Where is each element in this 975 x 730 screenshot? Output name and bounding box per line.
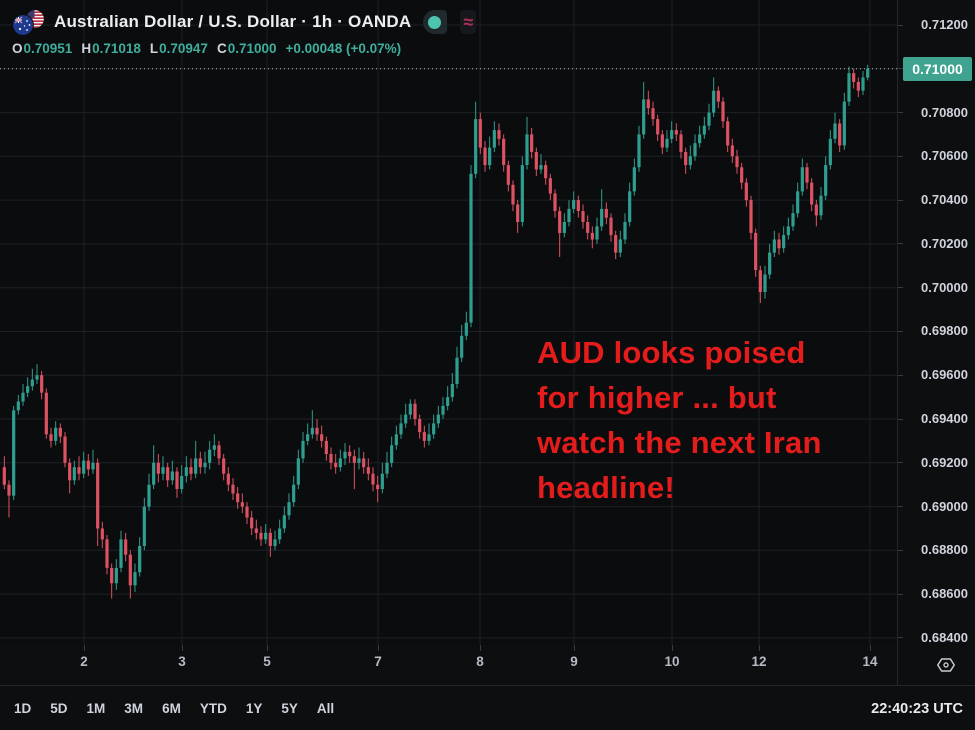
range-button-6m[interactable]: 6M [162, 701, 181, 716]
price-tick-mark [898, 24, 903, 26]
time-tick-label: 3 [178, 654, 186, 669]
time-tick-label: 10 [664, 654, 680, 669]
symbol-title[interactable]: Australian Dollar / U.S. Dollar · 1h · O… [54, 12, 412, 31]
price-tick-label: 0.70000 [921, 279, 968, 295]
time-tick-mark [759, 645, 760, 651]
range-button-1y[interactable]: 1Y [245, 701, 263, 716]
price-tick-mark [898, 637, 903, 639]
range-button-5d[interactable]: 5D [50, 701, 68, 716]
range-button-all[interactable]: All [316, 701, 335, 716]
price-tick-label: 0.70800 [921, 104, 968, 120]
time-tick-mark [182, 645, 183, 651]
price-tick-label: 0.69800 [921, 323, 968, 339]
price-tick-label: 0.71200 [921, 17, 968, 32]
time-tick-label: 12 [751, 654, 767, 669]
range-button-ytd[interactable]: YTD [199, 701, 227, 716]
close-label: C [216, 41, 227, 56]
high-value: 0.71018 [92, 41, 141, 56]
range-button-5y[interactable]: 5Y [281, 701, 298, 716]
price-tick-mark [898, 68, 903, 70]
price-tick-label: 0.69400 [921, 411, 968, 426]
chart-header: Australian Dollar / U.S. Dollar · 1h · O… [12, 8, 477, 56]
time-tick-label: 8 [476, 654, 484, 669]
utc-clock[interactable]: 22:40:23 UTC [871, 700, 963, 717]
instrument-flags-icon [12, 8, 46, 36]
time-tick-mark [378, 645, 379, 651]
low-label: L [149, 41, 159, 56]
time-tick-mark [870, 645, 871, 651]
price-tick-label: 0.68400 [921, 629, 968, 645]
price-tick-label: 0.68800 [921, 542, 968, 558]
price-tick-mark [898, 243, 903, 245]
approx-price-indicator[interactable]: ≈ [460, 10, 477, 34]
time-tick-label: 7 [374, 654, 382, 669]
close-value: 0.71000 [227, 41, 277, 56]
bottom-toolbar: 1D 5D 1M 3M 6M YTD 1Y 5Y All 22:40:23 UTC [0, 687, 975, 730]
ohlc-values-row: O 0.70951 H 0.71018 L 0.70947 C 0.71000 +0.0… [12, 41, 476, 56]
range-button-1d[interactable]: 1D [14, 701, 32, 716]
price-tick-mark [898, 287, 903, 289]
time-tick-label: 5 [263, 654, 271, 669]
price-tick-mark [898, 199, 903, 201]
time-tick-label: 9 [570, 654, 578, 669]
low-value: 0.70947 [159, 41, 208, 56]
price-tick-mark [898, 549, 903, 551]
time-tick-mark [267, 645, 268, 651]
price-tick-mark [898, 374, 903, 376]
open-label: O [12, 41, 23, 56]
price-tick-mark [898, 506, 903, 508]
price-tick-label: 0.70200 [921, 235, 968, 251]
price-tick-mark [898, 155, 903, 157]
price-tick-mark [898, 330, 903, 332]
axis-corner-divider [897, 685, 975, 686]
chart-plot-area[interactable] [0, 0, 897, 645]
price-tick-label: 0.70600 [921, 148, 968, 164]
us-flag-icon [26, 9, 44, 28]
price-tick-mark [898, 593, 903, 595]
range-button-3m[interactable]: 3M [124, 701, 144, 716]
time-tick-label: 2 [80, 654, 88, 669]
market-open-dot-icon [428, 15, 442, 29]
price-tick-label: 0.69000 [921, 498, 968, 514]
approx-icon: ≈ [463, 12, 474, 32]
scales-settings-icon[interactable] [934, 653, 958, 677]
time-tick-mark [84, 645, 85, 651]
chart-annotation-text: AUD looks poised for higher ... but watc… [537, 330, 822, 510]
time-tick-mark [672, 645, 673, 651]
high-label: H [81, 41, 92, 56]
annotation-line: for higher ... but [537, 380, 777, 415]
annotation-line: watch the next Iran [537, 425, 822, 460]
price-tick-label: 0.69600 [921, 367, 968, 383]
time-tick-label: 14 [862, 654, 878, 669]
price-tick-mark [898, 462, 903, 464]
change-value: +0.00048 (+0.07%) [285, 41, 402, 56]
price-scale[interactable]: 0.71200 0.71000 0.70800 0.70600 0.70400 0.702… [897, 0, 975, 686]
price-tick-label: 0.69200 [921, 454, 968, 470]
range-button-1m[interactable]: 1M [86, 701, 106, 716]
price-tick-mark [898, 418, 903, 420]
time-tick-mark [574, 645, 575, 651]
candlestick-chart[interactable] [0, 0, 897, 645]
price-tick-mark [898, 112, 903, 114]
market-status-pill[interactable] [423, 10, 448, 34]
last-price-badge: 0.71000 [903, 56, 972, 81]
price-tick-label: 0.68600 [921, 586, 968, 602]
time-scale[interactable]: 2 3 5 7 8 9 10 12 14 [0, 645, 897, 686]
price-tick-label: 0.70400 [921, 192, 968, 208]
australia-flag-icon [13, 14, 33, 35]
open-value: 0.70951 [23, 41, 73, 56]
time-tick-mark [480, 645, 481, 651]
annotation-line: AUD looks poised [537, 335, 806, 370]
date-range-switcher: 1D 5D 1M 3M 6M YTD 1Y 5Y All [14, 701, 334, 716]
annotation-line: headline! [537, 470, 675, 505]
